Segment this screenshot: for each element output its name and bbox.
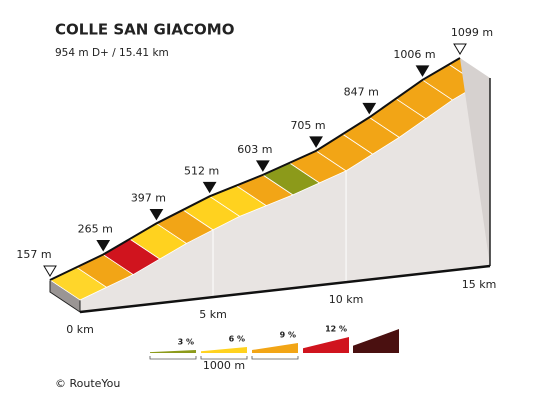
footer: © RouteYou: [55, 377, 120, 390]
elevation-label: 847 m: [344, 85, 379, 98]
x-tick-label: 0 km: [66, 323, 94, 336]
elevation-label: 157 m: [16, 248, 51, 261]
legend-swatch: [303, 337, 349, 353]
x-tick-label: 5 km: [199, 308, 227, 321]
elevation-marker: [202, 181, 217, 194]
legend-swatch: [150, 350, 196, 353]
elevation-label: 705 m: [290, 119, 325, 132]
x-tick-label: 15 km: [462, 278, 497, 291]
legend-label: 3 %: [178, 338, 194, 347]
legend-swatch: [353, 329, 399, 353]
elevation-marker: [362, 102, 377, 115]
legend-swatch: [252, 343, 298, 353]
legend-bracket: [200, 356, 248, 360]
elevation-marker: [415, 65, 430, 77]
elevation-label: 512 m: [184, 164, 219, 177]
base-line: [79, 264, 491, 314]
elevation-label: 397 m: [131, 191, 166, 204]
subtitle: 954 m D+ / 15.41 km: [55, 47, 169, 59]
elevation-marker: [96, 240, 111, 252]
legend-label: 12 %: [325, 325, 347, 334]
elevation-marker: [255, 160, 270, 172]
profile-right-end: [460, 58, 490, 266]
elevation-label: 265 m: [78, 223, 113, 236]
title: COLLE SAN GIACOMO: [55, 21, 234, 39]
profile-line: [49, 57, 461, 281]
elevation-marker: [309, 136, 323, 148]
elevation-marker: [43, 265, 57, 277]
x-tick-label: 10 km: [329, 293, 364, 306]
legend-bracket: [149, 356, 197, 360]
legend-bracket: [251, 356, 299, 360]
scale-label: 1000 m: [203, 359, 245, 372]
elevation-marker: [453, 43, 467, 55]
elevation-marker: [149, 208, 164, 221]
legend-label: 9 %: [280, 331, 296, 340]
elevation-label: 603 m: [237, 143, 272, 156]
elevation-label: 1006 m: [393, 48, 435, 61]
profile-wall: [80, 78, 490, 312]
legend-swatch: [201, 347, 247, 353]
elevation-label: 1099 m: [451, 26, 493, 39]
legend-label: 6 %: [229, 335, 245, 344]
